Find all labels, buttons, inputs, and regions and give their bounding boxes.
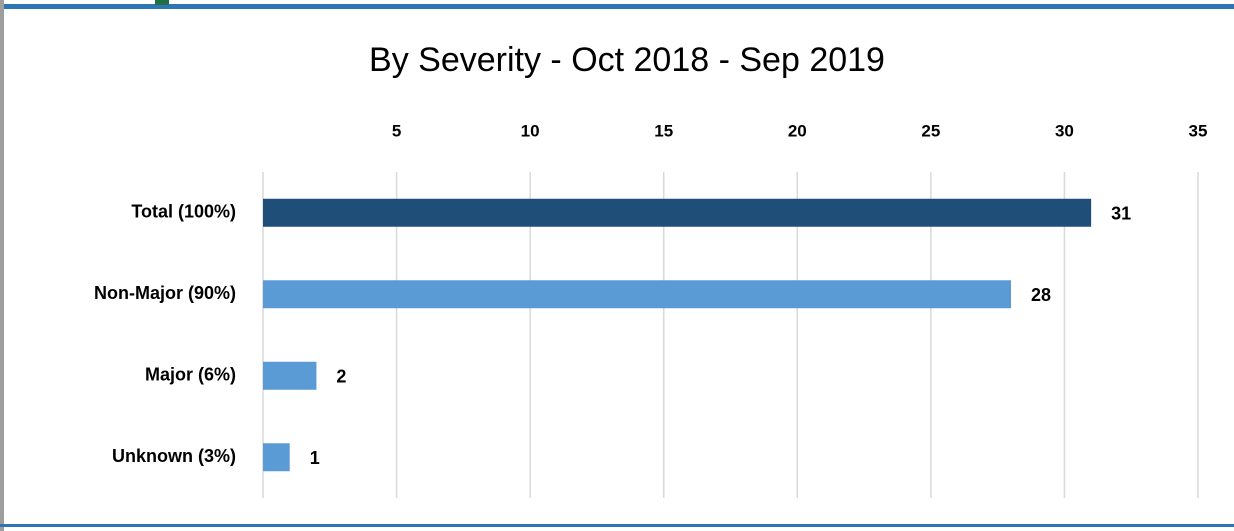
value-label: 28	[1031, 285, 1051, 305]
y-tick-label: Major (6%)	[145, 365, 236, 385]
x-tick-label: 15	[654, 121, 673, 140]
x-tick-label: 10	[521, 121, 540, 140]
value-label: 31	[1111, 204, 1131, 224]
bar	[263, 198, 1092, 227]
top-border	[0, 4, 1234, 9]
cell-marker	[155, 0, 169, 5]
x-tick-label: 5	[392, 121, 401, 140]
y-tick-label: Total (100%)	[131, 202, 236, 222]
bottom-border	[0, 524, 1234, 527]
left-border	[0, 0, 4, 531]
x-tick-label: 35	[1189, 121, 1208, 140]
y-tick-label: Unknown (3%)	[112, 446, 236, 466]
chart-title: By Severity - Oct 2018 - Sep 2019	[369, 41, 885, 79]
bar	[263, 443, 290, 472]
x-tick-label: 25	[921, 121, 940, 140]
y-tick-label: Non-Major (90%)	[94, 283, 236, 303]
x-tick-label: 20	[788, 121, 807, 140]
bar	[263, 361, 317, 390]
value-label: 2	[336, 367, 346, 387]
bar	[263, 280, 1011, 309]
value-label: 1	[310, 448, 320, 468]
x-tick-label: 30	[1055, 121, 1074, 140]
